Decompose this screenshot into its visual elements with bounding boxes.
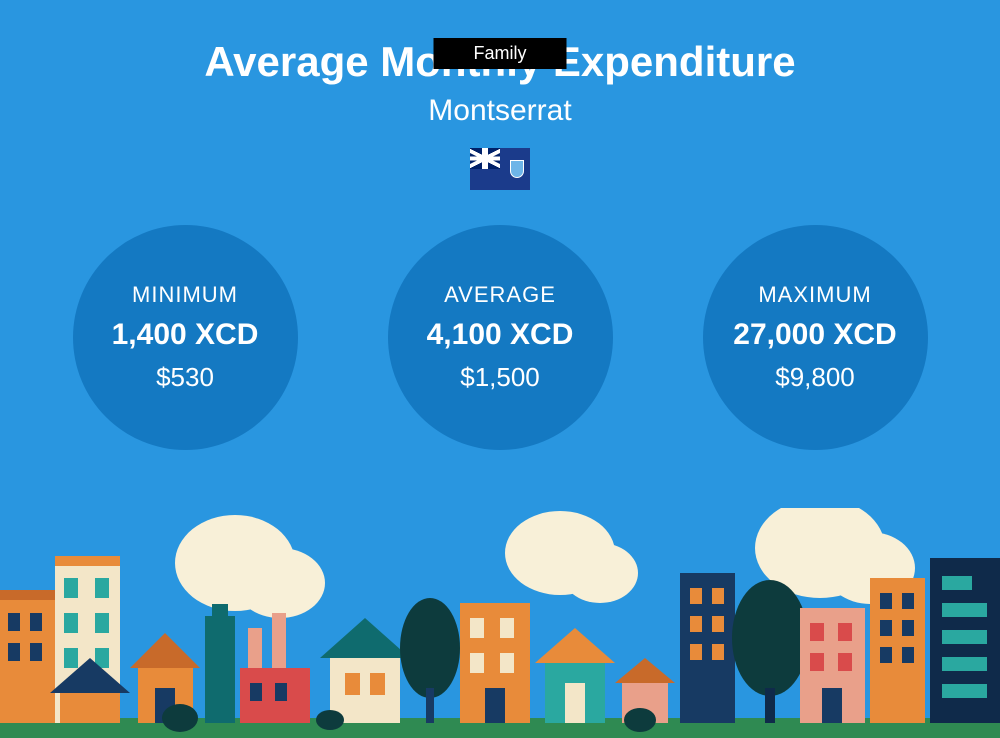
location-subtitle: Montserrat bbox=[0, 94, 1000, 128]
union-jack-icon bbox=[470, 148, 500, 169]
stat-value: 1,400 XCD bbox=[112, 318, 259, 352]
stat-usd: $9,800 bbox=[775, 362, 855, 393]
stats-row: MINIMUM 1,400 XCD $530 AVERAGE 4,100 XCD… bbox=[0, 225, 1000, 450]
category-tag: Family bbox=[434, 38, 567, 69]
stat-label: AVERAGE bbox=[444, 282, 556, 308]
stat-minimum: MINIMUM 1,400 XCD $530 bbox=[73, 225, 298, 450]
stat-value: 27,000 XCD bbox=[733, 318, 896, 352]
stat-usd: $530 bbox=[156, 362, 214, 393]
stat-value: 4,100 XCD bbox=[427, 318, 574, 352]
crest-icon bbox=[510, 160, 524, 178]
stat-average: AVERAGE 4,100 XCD $1,500 bbox=[388, 225, 613, 450]
stat-label: MAXIMUM bbox=[758, 282, 871, 308]
stat-maximum: MAXIMUM 27,000 XCD $9,800 bbox=[703, 225, 928, 450]
stat-usd: $1,500 bbox=[460, 362, 540, 393]
cityscape-illustration bbox=[0, 508, 1000, 738]
stat-label: MINIMUM bbox=[132, 282, 238, 308]
flag-icon bbox=[470, 148, 530, 190]
